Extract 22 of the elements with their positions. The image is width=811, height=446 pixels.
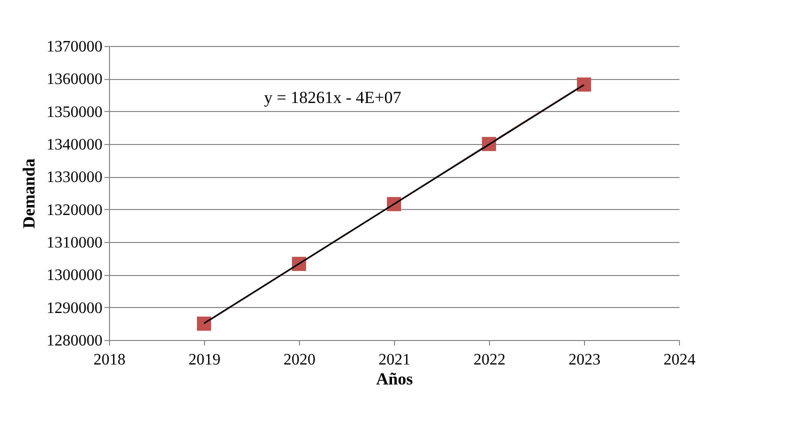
x-axis-title: Años [376,370,414,388]
x-tick-label: 2019 [188,352,220,368]
y-axis-title: Demanda [20,158,38,228]
y-tick-label: 1370000 [46,38,102,56]
y-tick-label: 1310000 [46,234,102,252]
y-tick-label: 1290000 [46,300,102,317]
y-tick-label: 1300000 [46,267,102,284]
point [576,77,592,92]
x-tick-label: 2024 [664,352,696,368]
y-tick-label: 1320000 [46,202,102,219]
y-tick-label: 1330000 [46,169,102,186]
y-tick-label: 1350000 [46,104,102,121]
y-tick-label: 1340000 [46,136,102,154]
annotation: y = 18261x - 4E+07 [264,88,402,107]
x-tick-label: 2021 [378,352,410,368]
y-tick-label: 1280000 [46,332,102,350]
point [196,316,212,331]
x-tick-label: 2022 [474,352,506,368]
x-tick-label: 2018 [94,352,126,368]
y-tick-label: 1360000 [46,71,102,88]
x-tick-label: 2020 [284,352,316,368]
x-tick-label: 2023 [568,352,600,368]
